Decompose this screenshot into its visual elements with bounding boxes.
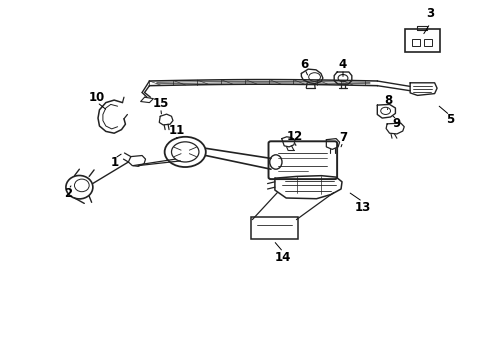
Text: 4: 4 xyxy=(339,58,347,71)
Text: 6: 6 xyxy=(301,58,309,71)
Text: 5: 5 xyxy=(446,113,454,126)
Text: 10: 10 xyxy=(89,91,105,104)
Text: 7: 7 xyxy=(339,131,347,144)
Text: 14: 14 xyxy=(275,251,292,264)
Text: 1: 1 xyxy=(111,156,119,169)
Text: 8: 8 xyxy=(384,94,392,107)
Text: 2: 2 xyxy=(65,187,73,200)
Text: 9: 9 xyxy=(393,117,401,130)
Text: 13: 13 xyxy=(354,201,371,213)
Text: 11: 11 xyxy=(168,124,185,137)
Text: 12: 12 xyxy=(287,130,303,143)
Text: 3: 3 xyxy=(426,7,434,20)
Text: 15: 15 xyxy=(152,97,169,110)
